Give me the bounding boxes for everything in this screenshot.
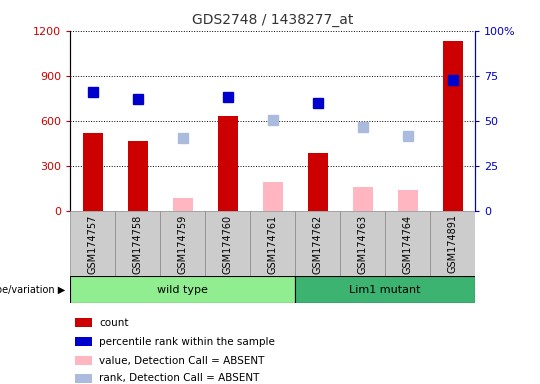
Text: rank, Detection Call = ABSENT: rank, Detection Call = ABSENT: [99, 373, 260, 383]
Text: GSM174758: GSM174758: [133, 214, 143, 274]
Title: GDS2748 / 1438277_at: GDS2748 / 1438277_at: [192, 13, 353, 27]
Bar: [430, 211, 475, 276]
Text: GSM174757: GSM174757: [87, 214, 98, 274]
Bar: [340, 211, 385, 276]
Bar: [353, 187, 373, 211]
Bar: [397, 190, 418, 211]
Bar: [295, 276, 475, 303]
Text: GSM174764: GSM174764: [403, 214, 413, 273]
Bar: [83, 133, 103, 211]
Text: GSM174891: GSM174891: [448, 214, 458, 273]
Bar: [70, 276, 295, 303]
Text: GSM174759: GSM174759: [178, 214, 188, 274]
Text: GSM174760: GSM174760: [222, 214, 233, 273]
Bar: [75, 337, 92, 346]
Bar: [385, 211, 430, 276]
Bar: [308, 152, 328, 211]
Bar: [75, 318, 92, 327]
Bar: [262, 182, 283, 211]
Bar: [295, 211, 340, 276]
Text: GSM174761: GSM174761: [268, 214, 278, 273]
Text: value, Detection Call = ABSENT: value, Detection Call = ABSENT: [99, 356, 265, 366]
Text: Lim1 mutant: Lim1 mutant: [349, 285, 421, 295]
Bar: [173, 198, 193, 211]
Bar: [75, 356, 92, 365]
Bar: [75, 374, 92, 382]
Bar: [70, 211, 115, 276]
Text: count: count: [99, 318, 129, 328]
Text: GSM174763: GSM174763: [357, 214, 368, 273]
Bar: [443, 41, 463, 211]
Text: wild type: wild type: [157, 285, 208, 295]
Bar: [115, 211, 160, 276]
Text: GSM174762: GSM174762: [313, 214, 323, 274]
Text: percentile rank within the sample: percentile rank within the sample: [99, 337, 275, 347]
Bar: [250, 211, 295, 276]
Bar: [205, 211, 250, 276]
Text: genotype/variation ▶: genotype/variation ▶: [0, 285, 65, 295]
Bar: [160, 211, 205, 276]
Bar: [127, 141, 148, 211]
Bar: [218, 116, 238, 211]
